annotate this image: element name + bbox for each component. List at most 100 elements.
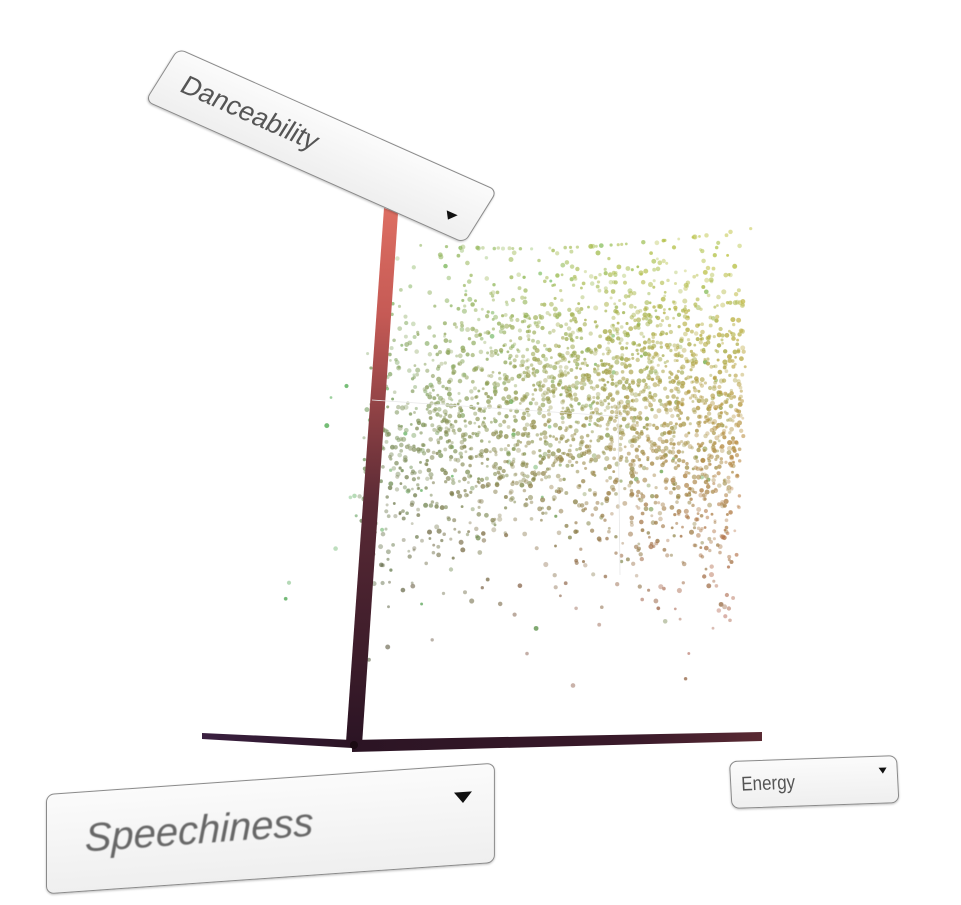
data-point <box>638 390 643 395</box>
data-point <box>472 366 479 372</box>
data-point <box>498 347 504 353</box>
data-point <box>559 393 563 397</box>
data-point <box>565 452 570 457</box>
data-point <box>584 449 590 455</box>
data-point <box>707 548 712 553</box>
data-point <box>642 346 647 351</box>
data-point <box>726 354 733 360</box>
data-point <box>546 505 552 511</box>
data-point <box>607 328 613 334</box>
data-point <box>689 329 695 334</box>
data-point <box>695 336 700 342</box>
data-point <box>692 385 697 390</box>
data-point <box>553 544 558 548</box>
data-point <box>697 234 702 238</box>
data-point <box>634 415 639 420</box>
data-point <box>595 391 601 397</box>
data-point <box>656 363 661 368</box>
data-point <box>617 298 622 303</box>
data-point <box>447 427 451 431</box>
data-point <box>492 471 498 477</box>
data-point <box>384 439 389 445</box>
data-point <box>457 399 462 403</box>
data-point <box>432 543 436 547</box>
data-point <box>655 456 660 461</box>
data-point <box>637 343 642 347</box>
data-point <box>604 336 610 341</box>
data-point <box>629 407 634 412</box>
data-point <box>411 477 417 482</box>
data-point <box>498 433 503 439</box>
data-point <box>651 335 656 340</box>
data-point <box>539 497 546 503</box>
data-point <box>529 500 534 505</box>
data-point <box>613 280 619 285</box>
data-point <box>520 397 526 403</box>
data-point <box>580 377 586 383</box>
data-point <box>479 336 484 341</box>
data-point <box>523 288 528 293</box>
data-point <box>629 415 634 420</box>
data-point <box>729 426 735 432</box>
data-point <box>515 317 520 323</box>
x-axis-dropdown[interactable]: Energy <box>729 755 900 809</box>
data-point <box>651 258 657 264</box>
data-point <box>663 479 669 485</box>
data-point <box>520 354 526 359</box>
data-point <box>704 232 709 238</box>
data-point <box>496 353 500 357</box>
data-point <box>642 340 648 345</box>
data-point <box>639 331 644 336</box>
data-point <box>494 482 500 488</box>
data-point <box>513 500 517 504</box>
data-point <box>544 275 549 280</box>
data-point <box>577 326 583 332</box>
data-point <box>671 393 677 400</box>
data-point <box>434 430 440 436</box>
data-point <box>703 497 707 501</box>
data-point <box>677 416 682 421</box>
data-point <box>543 422 548 427</box>
data-point <box>675 413 681 418</box>
data-point <box>410 321 416 327</box>
data-point <box>729 559 734 565</box>
data-point <box>698 528 703 533</box>
data-point <box>652 413 659 420</box>
data-point <box>619 559 624 564</box>
data-point <box>616 321 620 325</box>
data-point <box>503 532 509 538</box>
data-point <box>562 477 566 482</box>
data-point <box>679 354 684 359</box>
data-point <box>693 376 699 382</box>
data-point <box>402 454 408 460</box>
data-point <box>708 323 713 328</box>
data-point <box>625 377 630 382</box>
data-point <box>464 450 468 454</box>
data-point <box>656 500 661 505</box>
data-point <box>587 422 592 427</box>
data-point <box>522 473 527 478</box>
data-point <box>520 319 525 324</box>
data-point <box>491 527 497 533</box>
data-point <box>709 272 715 278</box>
data-point <box>485 357 490 362</box>
data-point <box>487 374 491 378</box>
data-point <box>484 380 490 386</box>
data-point <box>522 312 526 316</box>
data-point <box>712 579 716 583</box>
data-point <box>407 549 411 553</box>
data-point <box>619 324 624 330</box>
data-point <box>482 409 486 413</box>
data-point <box>512 358 517 363</box>
data-point <box>520 471 525 477</box>
data-point <box>664 553 670 558</box>
data-point <box>706 357 710 361</box>
data-point <box>708 571 715 578</box>
data-point <box>631 290 637 296</box>
data-point <box>402 431 408 436</box>
data-point <box>646 312 652 318</box>
data-point <box>593 421 597 426</box>
data-point <box>489 352 495 358</box>
data-point <box>529 363 534 368</box>
